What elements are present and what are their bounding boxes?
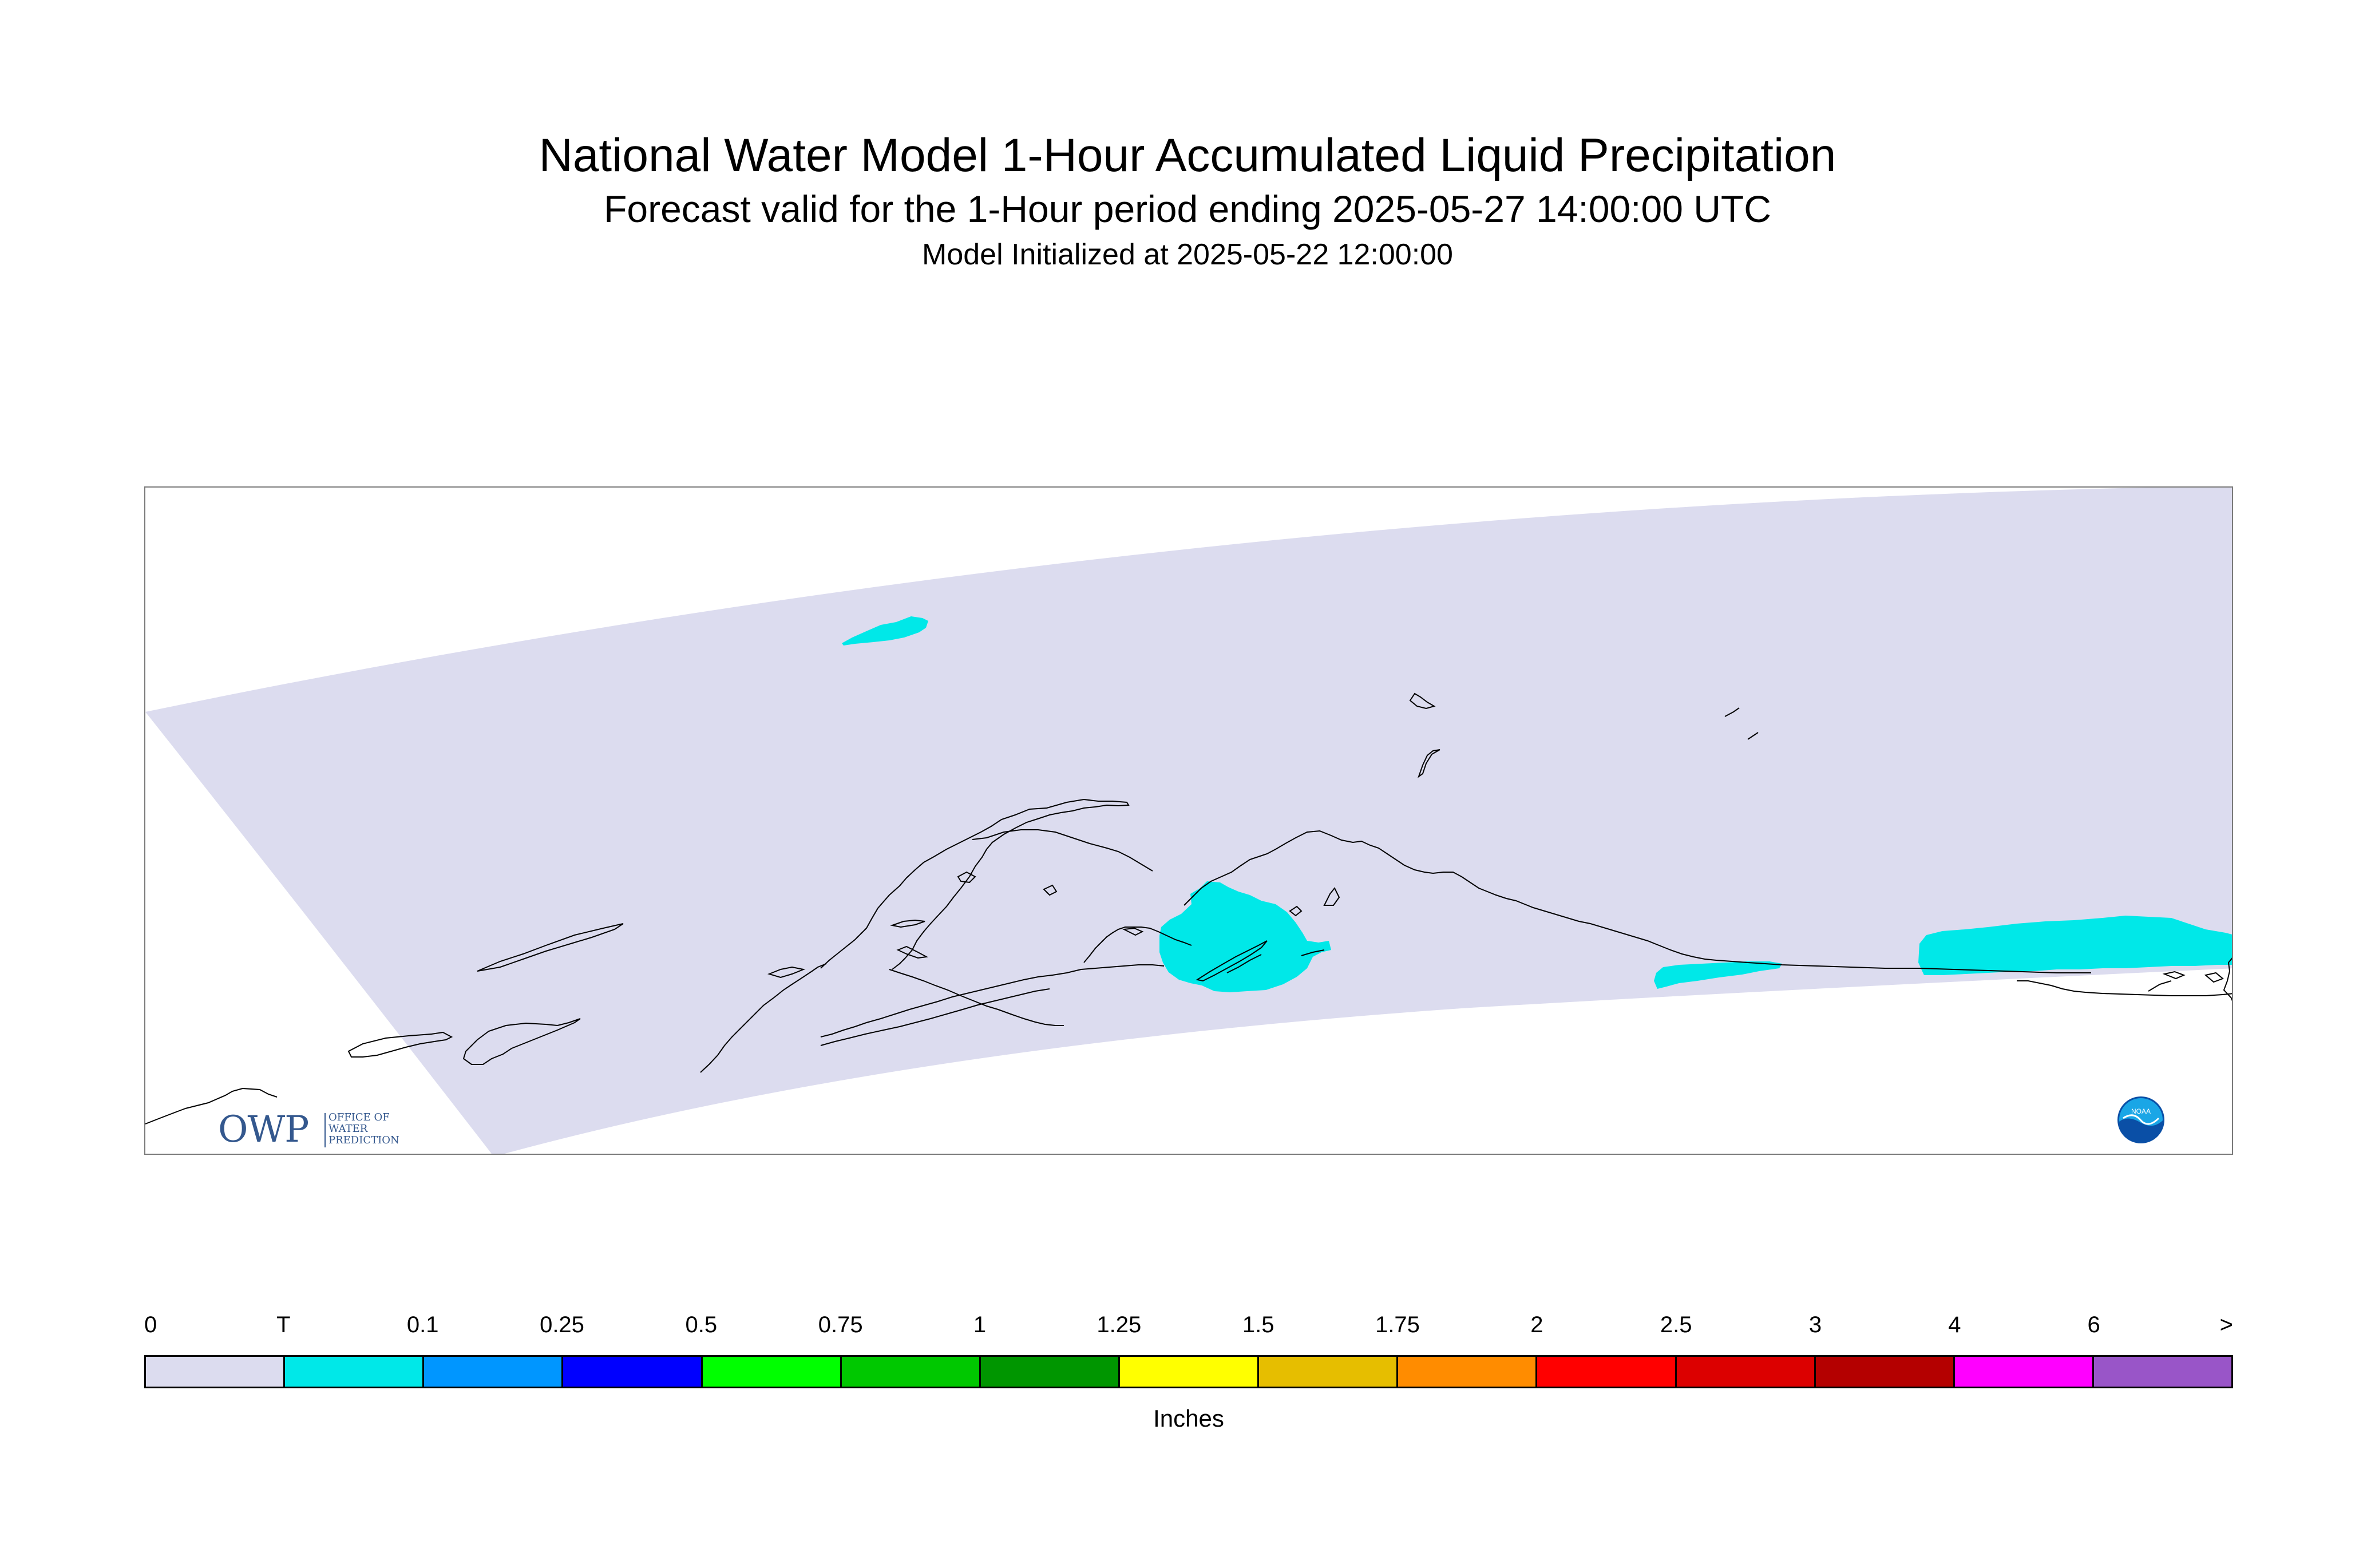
coastline-island-10 <box>1289 905 1303 917</box>
colorbar-tick-label: 3 <box>1808 1312 1822 1337</box>
coastline-chukotka <box>462 1018 581 1065</box>
coastline-island-9 <box>1323 887 1340 906</box>
coastline-lake <box>1122 927 1144 936</box>
coastline-interior-4 <box>1226 954 1262 973</box>
coastline-southeast <box>2017 980 2232 996</box>
precip-areas <box>842 616 2232 992</box>
coastline-norton-sound <box>972 829 1153 872</box>
owp-logo-text: OFFICE OF WATER PREDICTION <box>328 1111 399 1146</box>
colorbar-swatch <box>424 1357 564 1387</box>
model-domain-area <box>145 488 2232 1154</box>
noaa-logo-text: NOAA <box>2131 1107 2151 1115</box>
colorbar-swatch <box>1815 1357 1955 1387</box>
owp-logo-letters: OWP <box>218 1108 309 1151</box>
coastline-island-1 <box>1409 692 1436 710</box>
precip-patch-east-low <box>1654 961 1782 989</box>
colorbar-swatch <box>1537 1357 1677 1387</box>
colorbar-swatch <box>1259 1357 1399 1387</box>
precip-patch-north <box>842 616 928 646</box>
coastline-prince-william <box>1432 872 1717 961</box>
forecast-valid-subtitle: Forecast valid for the 1-Hour period end… <box>604 188 1771 230</box>
precip-map <box>145 488 2232 1154</box>
coastline-bristol-bay <box>1083 926 1192 963</box>
colorbar-swatch <box>146 1357 286 1387</box>
colorbar-swatch <box>1954 1357 2094 1387</box>
model-init-line: Model Initialized at 2025-05-22 12:00:00 <box>922 238 1453 271</box>
coastline-island-3 <box>890 919 925 928</box>
coastline-island-8 <box>2204 972 2224 983</box>
colorbar-swatch <box>1119 1357 1260 1387</box>
coastline-interior-1 <box>1724 707 1740 717</box>
coastline-kodiak <box>1196 940 1268 982</box>
colorbar-tick-label: 1.75 <box>1375 1312 1420 1337</box>
colorbar-tick-label: 1 <box>973 1312 987 1337</box>
coastline-mainland <box>145 1087 278 1124</box>
coastline-interior-5 <box>1301 949 1325 956</box>
colorbar-tick-label: 1.5 <box>1242 1312 1274 1337</box>
map-panel: OWP OFFICE OF WATER PREDICTION NOAA <box>144 486 2233 1155</box>
coastline-interior-3 <box>2148 980 2172 992</box>
colorbar-tick-label: 0.25 <box>540 1312 584 1337</box>
coastline-alaska-west <box>820 798 1130 970</box>
coastline-st-lawrence <box>767 966 806 979</box>
colorbar-swatch <box>980 1357 1120 1387</box>
chart-title: National Water Model 1-Hour Accumulated … <box>539 129 1836 181</box>
coastline-gulf-of-alaska <box>1716 960 2091 973</box>
coastline-island-4 <box>896 945 929 959</box>
owp-logo: OWP OFFICE OF WATER PREDICTION <box>218 1108 399 1151</box>
colorbar-tick-label: 2.5 <box>1660 1312 1692 1337</box>
colorbar-swatch <box>1676 1357 1816 1387</box>
colorbar-units-label: Inches <box>1153 1405 1224 1432</box>
coastlines <box>145 692 2232 1124</box>
owp-logo-divider <box>324 1113 326 1147</box>
colorbar-tick-label: 0.75 <box>818 1312 863 1337</box>
coastline-kamchatka <box>347 1031 453 1058</box>
colorbar-swatch <box>563 1357 703 1387</box>
colorbar-swatch <box>841 1357 981 1387</box>
coastline-aleutians <box>820 988 1050 1046</box>
coastline-island-5 <box>957 871 976 884</box>
coastline-island-6 <box>1043 884 1058 896</box>
coastline-island-7 <box>2162 971 2186 980</box>
colorbar-tick-label: 2 <box>1530 1312 1543 1337</box>
coastline-east-edge <box>2223 957 2232 1001</box>
coastline-siberia-north <box>700 963 827 1073</box>
colorbar-tick-label: 1.25 <box>1097 1312 1142 1337</box>
colorbar <box>144 1355 2233 1388</box>
colorbar-tick-label: 0.5 <box>685 1312 718 1337</box>
coastline-sea-of-okhotsk <box>477 923 624 972</box>
colorbar-tick-label: 0.1 <box>406 1312 439 1337</box>
coastline-island-2 <box>1418 749 1440 778</box>
colorbar-tick-label: T <box>276 1312 291 1337</box>
coastline-alaska-peninsula <box>820 964 1165 1038</box>
precip-patch-center <box>1159 881 1331 992</box>
colorbar-tick-label: 0 <box>144 1312 157 1337</box>
colorbar-swatch <box>2093 1357 2232 1387</box>
colorbar-swatch <box>702 1357 842 1387</box>
coastline-interior-2 <box>1747 732 1759 740</box>
colorbar-tick-label: 6 <box>2087 1312 2100 1337</box>
noaa-emblem-icon: NOAA <box>2117 1096 2164 1143</box>
noaa-logo: NOAA <box>2116 1095 2166 1145</box>
colorbar-swatch <box>1398 1357 1538 1387</box>
colorbar-tick-labels: 0 T 0.1 0.25 0.5 0.75 1 1.25 1.5 1.75 2 2.5 3 4 6 > <box>144 1310 2233 1345</box>
precip-patch-east-high <box>1918 916 2232 975</box>
colorbar-swatch <box>285 1357 425 1387</box>
colorbar-tick-label: 4 <box>1948 1312 1961 1337</box>
coastline-southcentral <box>1183 830 1434 906</box>
colorbar-tick-label: > <box>2219 1312 2233 1337</box>
